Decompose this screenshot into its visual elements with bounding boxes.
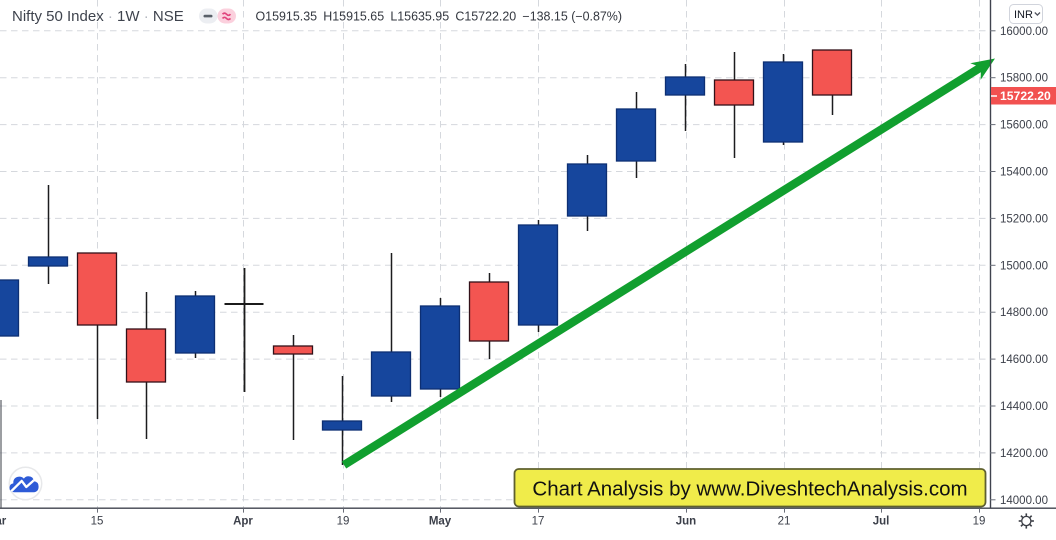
svg-text:15: 15 (91, 516, 104, 528)
svg-text:Jul: Jul (873, 516, 890, 528)
svg-text:Apr: Apr (233, 516, 253, 528)
svg-text:15800.00: 15800.00 (1000, 73, 1048, 85)
svg-text:O15915.35 H15915.65 L15635.95: O15915.35 H15915.65 L15635.95 C15722.20 … (256, 10, 623, 24)
svg-text:Nifty 50 Index · 1W · NSE: Nifty 50 Index · 1W · NSE (12, 8, 184, 25)
svg-text:14200.00: 14200.00 (1000, 448, 1048, 460)
svg-text:17: 17 (532, 516, 545, 528)
svg-text:Chart Analysis by www.Diveshte: Chart Analysis by www.DiveshtechAnalysis… (532, 478, 967, 501)
svg-text:15600.00: 15600.00 (1000, 120, 1048, 132)
svg-text:14600.00: 14600.00 (1000, 354, 1048, 366)
svg-text:15000.00: 15000.00 (1000, 260, 1048, 272)
svg-text:14400.00: 14400.00 (1000, 401, 1048, 413)
svg-text:19: 19 (973, 516, 986, 528)
svg-text:15400.00: 15400.00 (1000, 167, 1048, 179)
svg-text:Jun: Jun (676, 516, 696, 528)
svg-text:16000.00: 16000.00 (1000, 26, 1048, 38)
svg-text:15722.20: 15722.20 (1000, 89, 1051, 103)
svg-text:21: 21 (778, 516, 791, 528)
svg-text:Mar: Mar (0, 516, 7, 528)
svg-text:19: 19 (337, 516, 350, 528)
svg-text:14800.00: 14800.00 (1000, 307, 1048, 319)
svg-text:INR: INR (1014, 9, 1033, 21)
svg-text:15200.00: 15200.00 (1000, 213, 1048, 225)
svg-text:14000.00: 14000.00 (1000, 495, 1048, 507)
svg-text:May: May (429, 516, 452, 528)
